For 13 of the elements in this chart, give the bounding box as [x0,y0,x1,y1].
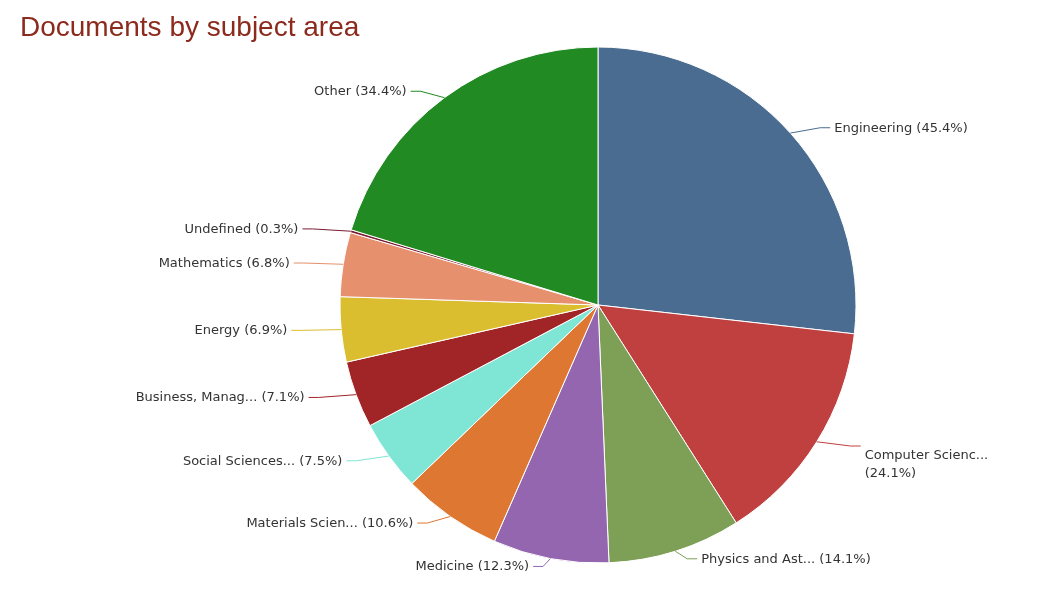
slice-label: Computer Scienc... [864,447,989,463]
slice-label: Mathematics (6.8%) [158,255,290,271]
slice-label: Materials Scien... (10.6%) [246,515,414,531]
slice-label: Medicine (12.3%) [415,558,530,574]
slice-label: Undefined (0.3%) [184,220,299,236]
slice-label: Energy (6.9%) [194,322,288,338]
slice-label: Engineering (45.4%) [834,119,968,135]
slice-label: Physics and Ast... (14.1%) [701,550,871,566]
slice-label: Other (34.4%) [314,83,407,99]
slice-label: Business, Manag... (7.1%) [135,389,305,405]
chart-title: Documents by subject area [20,11,360,42]
data-label: (24.1%) [864,465,917,481]
slice-label: Social Sciences... (7.5%) [182,452,343,468]
